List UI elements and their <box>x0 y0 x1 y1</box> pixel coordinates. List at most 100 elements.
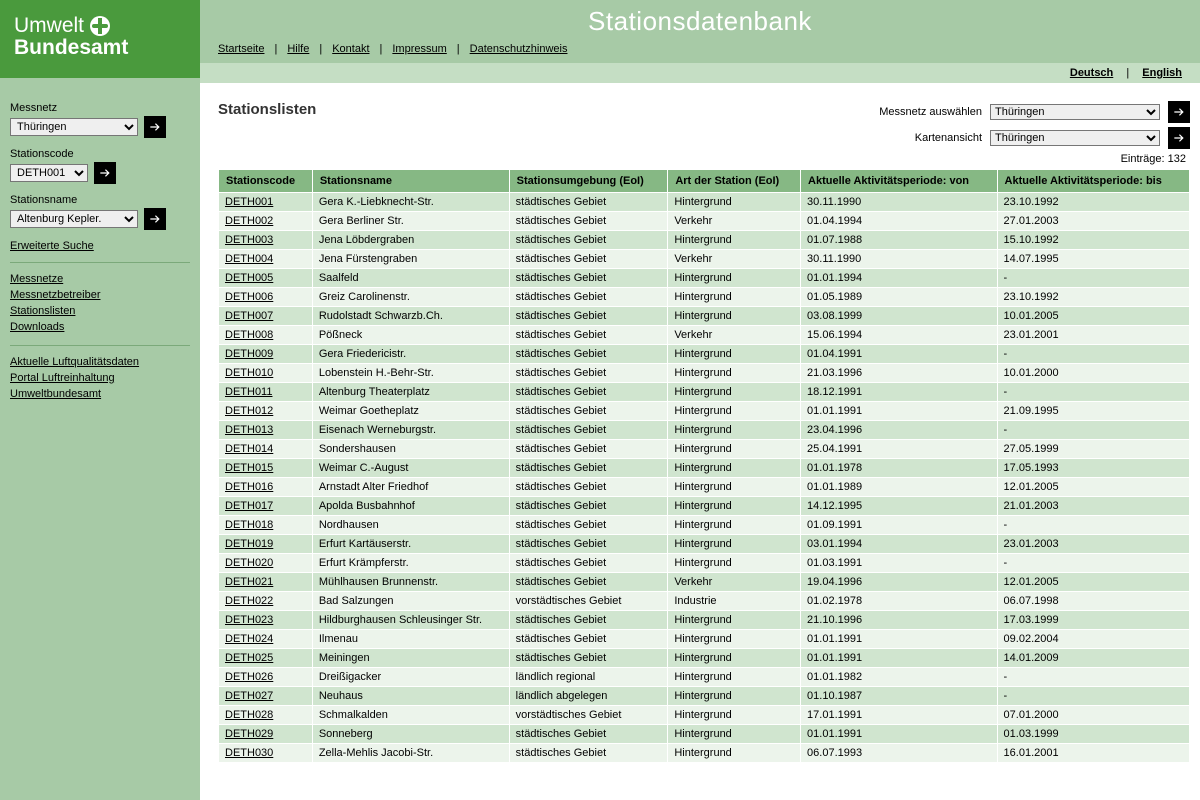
filter-messnetz-go-button[interactable] <box>1168 101 1190 123</box>
arrow-right-icon <box>1172 131 1186 145</box>
station-code-link[interactable]: DETH006 <box>225 291 273 303</box>
topnav-link[interactable]: Kontakt <box>332 43 369 55</box>
sidebar-link[interactable]: Portal Luftreinhaltung <box>10 370 190 386</box>
table-header: Art der Station (EoI) <box>668 170 800 192</box>
table-row: DETH008Pößneckstädtisches GebietVerkehr1… <box>219 326 1189 344</box>
station-code-link[interactable]: DETH004 <box>225 253 273 265</box>
entries-count: Einträge: 132 <box>879 153 1186 165</box>
topnav-link[interactable]: Startseite <box>218 43 264 55</box>
stationsname-label: Stationsname <box>10 194 190 206</box>
station-code-link[interactable]: DETH022 <box>225 595 273 607</box>
station-code-link[interactable]: DETH024 <box>225 633 273 645</box>
station-code-link[interactable]: DETH023 <box>225 614 273 626</box>
topnav-link[interactable]: Hilfe <box>287 43 309 55</box>
sidebar-link[interactable]: Messnetzbetreiber <box>10 287 190 303</box>
station-code-link[interactable]: DETH009 <box>225 348 273 360</box>
sidebar-link[interactable]: Downloads <box>10 319 190 335</box>
messnetz-go-button[interactable] <box>144 116 166 138</box>
stationscode-select[interactable]: DETH001 <box>10 164 88 182</box>
station-code-link[interactable]: DETH019 <box>225 538 273 550</box>
station-code-link[interactable]: DETH013 <box>225 424 273 436</box>
table-row: DETH028Schmalkaldenvorstädtisches Gebiet… <box>219 706 1189 724</box>
station-code-link[interactable]: DETH020 <box>225 557 273 569</box>
station-code-link[interactable]: DETH008 <box>225 329 273 341</box>
station-code-link[interactable]: DETH021 <box>225 576 273 588</box>
station-code-link[interactable]: DETH016 <box>225 481 273 493</box>
topbar: Stationsdatenbank Startseite|Hilfe|Konta… <box>200 0 1200 63</box>
sidebar-link[interactable]: Umweltbundesamt <box>10 386 190 402</box>
lang-en-link[interactable]: English <box>1142 67 1182 79</box>
messnetz-select[interactable]: Thüringen <box>10 118 138 136</box>
stationsname-select[interactable]: Altenburg Kepler. <box>10 210 138 228</box>
table-row: DETH030Zella-Mehlis Jacobi-Str.städtisch… <box>219 744 1189 762</box>
page-title: Stationsdatenbank <box>200 0 1200 39</box>
stationsname-go-button[interactable] <box>144 208 166 230</box>
arrow-right-icon <box>148 120 162 134</box>
sidebar: Umwelt Bundesamt Messnetz Thüringen Stat… <box>0 0 200 800</box>
table-row: DETH024Ilmenaustädtisches GebietHintergr… <box>219 630 1189 648</box>
table-row: DETH026Dreißigackerländlich regionalHint… <box>219 668 1189 686</box>
station-code-link[interactable]: DETH018 <box>225 519 273 531</box>
filter-messnetz-label: Messnetz auswählen <box>879 106 982 118</box>
filter-karten-label: Kartenansicht <box>915 132 982 144</box>
table-row: DETH012Weimar Goetheplatzstädtisches Geb… <box>219 402 1189 420</box>
main: Stationsdatenbank Startseite|Hilfe|Konta… <box>200 0 1200 800</box>
station-code-link[interactable]: DETH025 <box>225 652 273 664</box>
station-code-link[interactable]: DETH011 <box>225 386 272 398</box>
table-row: DETH007Rudolstadt Schwarzb.Ch.städtische… <box>219 307 1189 325</box>
sidebar-link[interactable]: Stationslisten <box>10 303 190 319</box>
station-code-link[interactable]: DETH015 <box>225 462 273 474</box>
table-row: DETH022Bad Salzungenvorstädtisches Gebie… <box>219 592 1189 610</box>
station-code-link[interactable]: DETH014 <box>225 443 273 455</box>
table-row: DETH015Weimar C.-Auguststädtisches Gebie… <box>219 459 1189 477</box>
table-row: DETH014Sondershausenstädtisches GebietHi… <box>219 440 1189 458</box>
station-code-link[interactable]: DETH028 <box>225 709 273 721</box>
table-header: Stationsumgebung (EoI) <box>510 170 668 192</box>
erweiterte-suche-link[interactable]: Erweiterte Suche <box>10 240 94 252</box>
station-code-link[interactable]: DETH005 <box>225 272 273 284</box>
logo-line1: Umwelt <box>14 14 84 38</box>
station-code-link[interactable]: DETH007 <box>225 310 273 322</box>
globe-icon <box>90 16 110 36</box>
station-code-link[interactable]: DETH003 <box>225 234 273 246</box>
sidebar-link[interactable]: Messnetze <box>10 271 190 287</box>
arrow-right-icon <box>98 166 112 180</box>
table-row: DETH025Meiningenstädtisches GebietHinter… <box>219 649 1189 667</box>
lang-de-link[interactable]: Deutsch <box>1070 67 1113 79</box>
station-code-link[interactable]: DETH001 <box>225 196 273 208</box>
topnav-link[interactable]: Datenschutzhinweis <box>470 43 568 55</box>
table-row: DETH001Gera K.-Liebknecht-Str.städtische… <box>219 193 1189 211</box>
table-row: DETH004Jena Fürstengrabenstädtisches Geb… <box>219 250 1189 268</box>
station-code-link[interactable]: DETH030 <box>225 747 273 759</box>
topnav-link[interactable]: Impressum <box>392 43 446 55</box>
table-header: Stationsname <box>313 170 509 192</box>
table-row: DETH019Erfurt Kartäuserstr.städtisches G… <box>219 535 1189 553</box>
table-row: DETH003Jena Löbdergrabenstädtisches Gebi… <box>219 231 1189 249</box>
station-code-link[interactable]: DETH002 <box>225 215 273 227</box>
table-row: DETH027Neuhausländlich abgelegenHintergr… <box>219 687 1189 705</box>
logo: Umwelt Bundesamt <box>0 0 200 78</box>
table-row: DETH009Gera Friedericistr.städtisches Ge… <box>219 345 1189 363</box>
table-row: DETH023Hildburghausen Schleusinger Str.s… <box>219 611 1189 629</box>
sidebar-link[interactable]: Aktuelle Luftqualitätsdaten <box>10 354 190 370</box>
table-row: DETH029Sonnebergstädtisches GebietHinter… <box>219 725 1189 743</box>
table-row: DETH018Nordhausenstädtisches GebietHinte… <box>219 516 1189 534</box>
messnetz-label: Messnetz <box>10 102 190 114</box>
station-code-link[interactable]: DETH012 <box>225 405 273 417</box>
station-code-link[interactable]: DETH027 <box>225 690 273 702</box>
station-code-link[interactable]: DETH010 <box>225 367 273 379</box>
stationscode-go-button[interactable] <box>94 162 116 184</box>
station-code-link[interactable]: DETH017 <box>225 500 273 512</box>
table-row: DETH011Altenburg Theaterplatzstädtisches… <box>219 383 1189 401</box>
arrow-right-icon <box>1172 105 1186 119</box>
table-row: DETH010Lobenstein H.-Behr-Str.städtische… <box>219 364 1189 382</box>
table-row: DETH021Mühlhausen Brunnenstr.städtisches… <box>219 573 1189 591</box>
filter-karten-go-button[interactable] <box>1168 127 1190 149</box>
station-code-link[interactable]: DETH026 <box>225 671 273 683</box>
table-row: DETH017Apolda Busbahnhofstädtisches Gebi… <box>219 497 1189 515</box>
filter-messnetz-select[interactable]: Thüringen <box>990 104 1160 120</box>
filter-karten-select[interactable]: Thüringen <box>990 130 1160 146</box>
table-row: DETH013Eisenach Werneburgstr.städtisches… <box>219 421 1189 439</box>
table-header: Aktuelle Aktivitätsperiode: bis <box>998 170 1189 192</box>
station-code-link[interactable]: DETH029 <box>225 728 273 740</box>
